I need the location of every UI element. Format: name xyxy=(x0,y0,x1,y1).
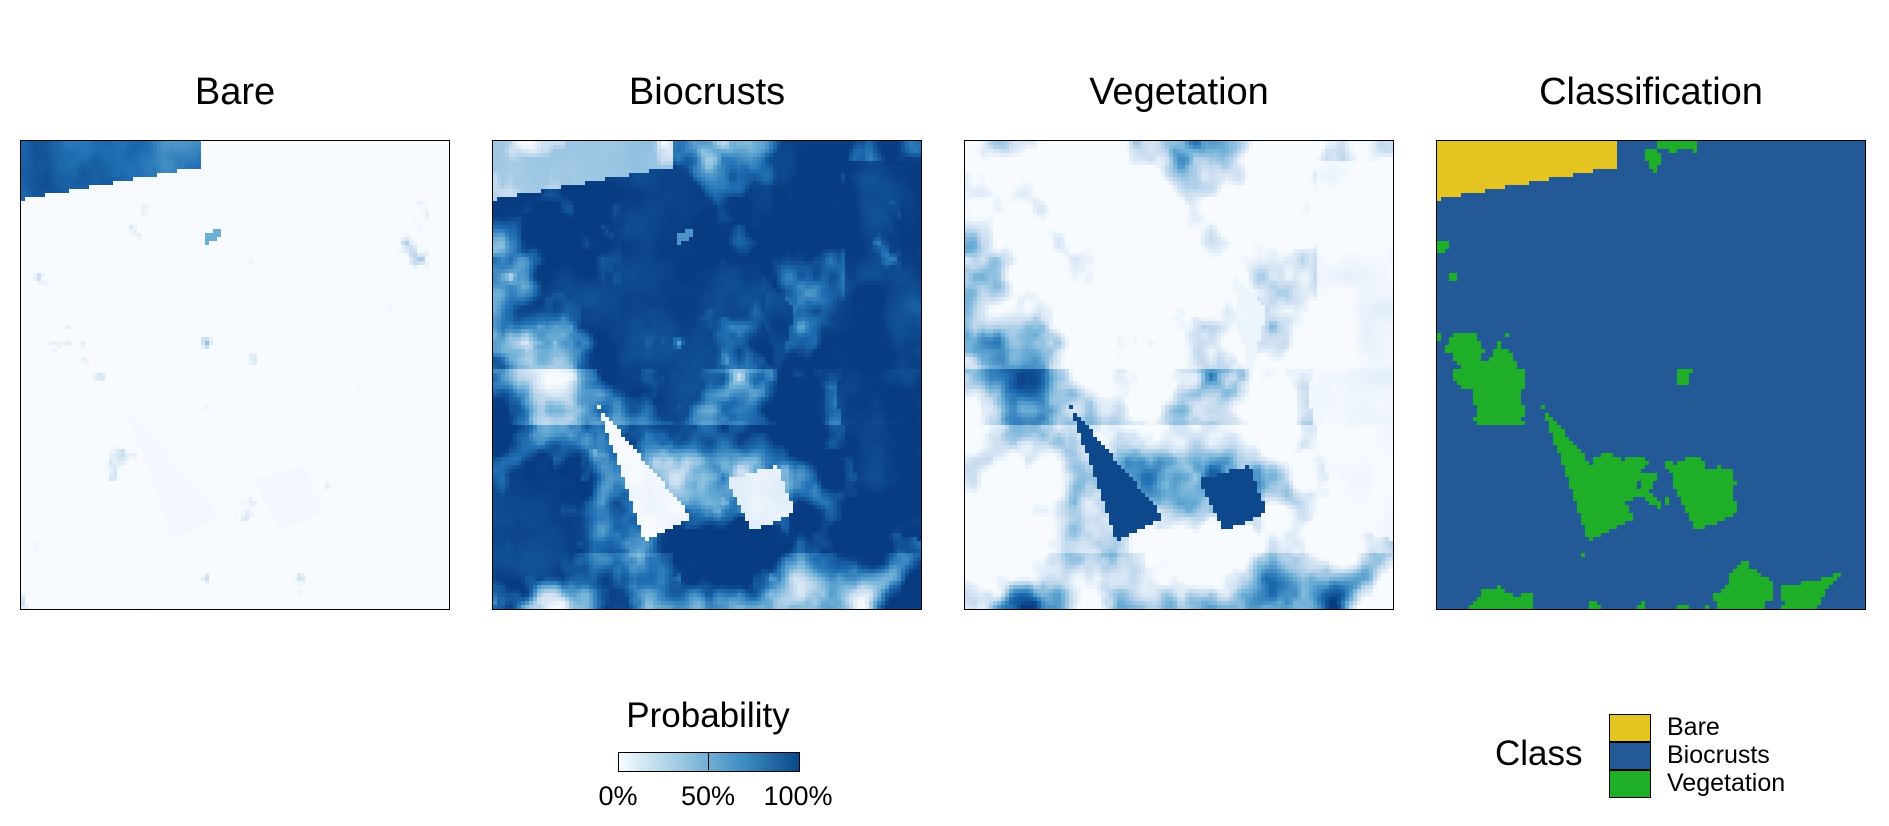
biocrusts-raster xyxy=(493,141,921,609)
panel-title: Bare xyxy=(20,70,450,114)
class-swatch xyxy=(1609,742,1651,770)
class-label: Bare xyxy=(1667,712,1720,742)
class-legend-item-bare: Bare xyxy=(1609,714,1859,742)
panel-title: Biocrusts xyxy=(492,70,922,114)
bare-raster xyxy=(21,141,449,609)
probability-legend-title: Probability xyxy=(580,696,836,736)
class-legend-item-biocrusts: Biocrusts xyxy=(1609,742,1859,770)
vegetation-raster xyxy=(965,141,1393,609)
panel-title: Vegetation xyxy=(964,70,1394,114)
class-label: Vegetation xyxy=(1667,768,1785,798)
classification-raster xyxy=(1437,141,1865,609)
vegetation-probability-map xyxy=(964,140,1394,610)
class-swatch xyxy=(1609,714,1651,742)
colorbar-label-0: 0% xyxy=(568,780,668,812)
colorbar-label-100: 100% xyxy=(748,780,848,812)
bare-probability-map xyxy=(20,140,450,610)
probability-colorbar xyxy=(618,752,800,772)
class-legend-item-vegetation: Vegetation xyxy=(1609,770,1859,798)
class-label: Biocrusts xyxy=(1667,740,1770,770)
class-legend: Class Bare Biocrusts Vegetation xyxy=(1495,712,1865,802)
colorbar-tick xyxy=(708,752,709,770)
class-swatch xyxy=(1609,770,1651,798)
classification-map xyxy=(1436,140,1866,610)
class-legend-title: Class xyxy=(1495,734,1583,774)
colorbar-label-50: 50% xyxy=(658,780,758,812)
biocrusts-probability-map xyxy=(492,140,922,610)
panel-title: Classification xyxy=(1436,70,1866,114)
